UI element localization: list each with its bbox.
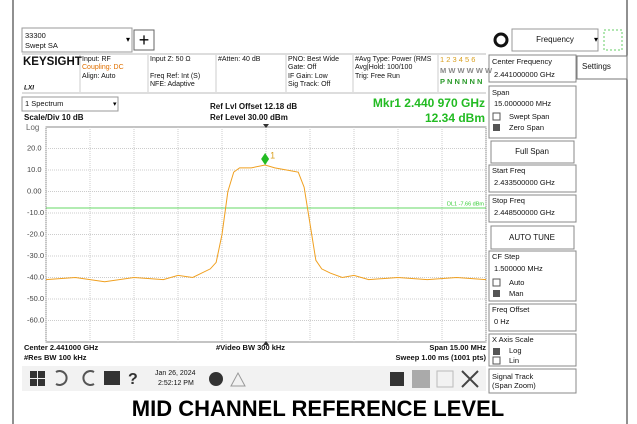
panel-text: Full Span	[515, 147, 549, 156]
center-softkey[interactable]	[488, 54, 577, 83]
header-dividers	[79, 55, 439, 92]
window-name: 1 Spectrum	[25, 99, 63, 108]
dropdown-arrow: ▾	[113, 101, 117, 108]
panel-text: CF Step	[492, 252, 520, 261]
y-tick-label: 0.00	[27, 186, 42, 195]
add-button[interactable]	[133, 29, 155, 51]
ref-offset: Ref Lvl Offset 12.18 dB	[210, 102, 297, 111]
panel-text: 15.0000000 MHz	[494, 99, 551, 108]
y-tick-label: -60.0	[27, 315, 44, 324]
caption: MID CHANNEL REFERENCE LEVEL	[132, 396, 504, 421]
y-tick-label: -30.0	[27, 251, 44, 260]
status-text: Coupling: DC	[82, 64, 124, 71]
scale-div: Scale/Div 10 dB	[24, 113, 84, 122]
panel-text: (Span Zoom)	[492, 381, 536, 390]
panel-text: Man	[509, 289, 524, 298]
xscale-softkey[interactable]	[488, 333, 577, 367]
tab-label: Swept SA	[25, 41, 58, 50]
panel-text: Swept Span	[509, 112, 549, 121]
status-text: Freq Ref: Int (S)	[150, 73, 200, 80]
marker-readout: 12.34 dBm	[425, 111, 485, 125]
brand: KEYSIGHT	[23, 56, 82, 68]
footer-text: Sweep 1.00 ms (1001 pts)	[396, 353, 487, 362]
logo: LXI	[24, 85, 34, 92]
ref-level: Ref Level 30.00 dBm	[210, 113, 288, 122]
panel-text: Signal Track	[492, 372, 534, 381]
panel-text: Lin	[509, 356, 519, 365]
footer-text: #Video BW 300 kHz	[216, 343, 285, 352]
display-line-label: DL1 -7.66 dBm	[447, 201, 484, 207]
settings-tab[interactable]	[576, 55, 628, 80]
status-text: #Avg Type: Power (RMS	[355, 56, 432, 63]
clock: Jan 26, 2024	[155, 370, 196, 377]
tab-label: 33300	[25, 31, 46, 40]
y-tick-label: -20.0	[27, 229, 44, 238]
panel-text: Settings	[582, 62, 611, 71]
footer-text: Center 2.441000 GHz	[24, 343, 98, 352]
trace-indicator: P N N N N N	[440, 77, 482, 86]
svg-text:?: ?	[128, 371, 138, 388]
right-panel: ▾	[488, 28, 628, 394]
status-text: Input Z: 50 Ω	[150, 56, 191, 63]
panel-text: AUTO TUNE	[509, 233, 555, 242]
panel-text: Frequency	[536, 35, 574, 44]
panel-text: 0 Hz	[494, 317, 510, 326]
start-softkey[interactable]	[488, 164, 577, 193]
marker-readout: Mkr1 2.440 970 GHz	[373, 96, 485, 110]
status-text: NFE: Adaptive	[150, 81, 195, 88]
panel-text: Log	[509, 346, 522, 355]
tab-arrow: ▾	[126, 35, 130, 44]
footer-text: Span 15.00 MHz	[429, 343, 486, 352]
stop-softkey[interactable]	[488, 194, 577, 223]
track-softkey[interactable]	[488, 368, 577, 394]
menu-dropdown[interactable]	[511, 28, 599, 52]
panel-text: 2.448500000 GHz	[494, 208, 555, 217]
y-scale-type: Log	[26, 123, 39, 132]
panel-text: Auto	[509, 278, 524, 287]
panel-text: 1.500000 MHz	[494, 264, 543, 273]
status-text: Trig: Free Run	[355, 73, 400, 80]
panel-text: Freq Offset	[492, 305, 530, 314]
marker-label: 1	[270, 150, 275, 160]
window-dropdown[interactable]	[21, 96, 119, 112]
y-tick-label: -40.0	[27, 272, 44, 281]
panel-text: 2.441000000 GHz	[494, 70, 555, 79]
status-text: Sig Track: Off	[288, 81, 330, 88]
status-text: Align: Auto	[82, 73, 116, 80]
add-icon: +	[139, 30, 150, 50]
y-tick-label: 10.0	[27, 165, 42, 174]
trace-indicator: 1 2 3 4 5 6	[440, 55, 475, 64]
span-softkey[interactable]	[488, 85, 577, 139]
panel-text: Zero Span	[509, 123, 544, 132]
taskbar-icons[interactable]: ?	[30, 370, 479, 388]
status-text: Gate: Off	[288, 64, 316, 71]
full-span-button[interactable]	[490, 140, 575, 164]
status-text: Avg|Hold: 100/100	[355, 64, 412, 71]
status-text: #Atten: 40 dB	[218, 56, 261, 63]
status-text: PNO: Best Wide	[288, 56, 339, 63]
offset-softkey[interactable]	[488, 303, 577, 332]
auto-tune-button[interactable]	[490, 225, 575, 250]
taskbar	[22, 366, 486, 391]
clock: 2:52:12 PM	[158, 380, 194, 387]
footer-text: #Res BW 100 kHz	[24, 353, 87, 362]
panel-text: Start Freq	[492, 166, 525, 175]
panel-text: X Axis Scale	[492, 335, 534, 344]
tab[interactable]	[21, 27, 133, 53]
menu-arrow: ▾	[594, 35, 598, 44]
trace-indicator: M W W W W W	[440, 66, 493, 75]
status-text: Input: RF	[82, 56, 111, 63]
cf-softkey[interactable]	[488, 250, 577, 302]
status-text: IF Gain: Low	[288, 73, 329, 80]
panel-text: Center Frequency	[492, 57, 552, 66]
y-tick-label: -10.0	[27, 208, 44, 217]
panel-text: 2.433500000 GHz	[494, 178, 555, 187]
y-tick-label: 20.0	[27, 143, 42, 152]
marker	[261, 152, 270, 165]
y-tick-label: -50.0	[27, 294, 44, 303]
panel-text: Stop Freq	[492, 196, 525, 205]
panel-text: Span	[492, 88, 510, 97]
